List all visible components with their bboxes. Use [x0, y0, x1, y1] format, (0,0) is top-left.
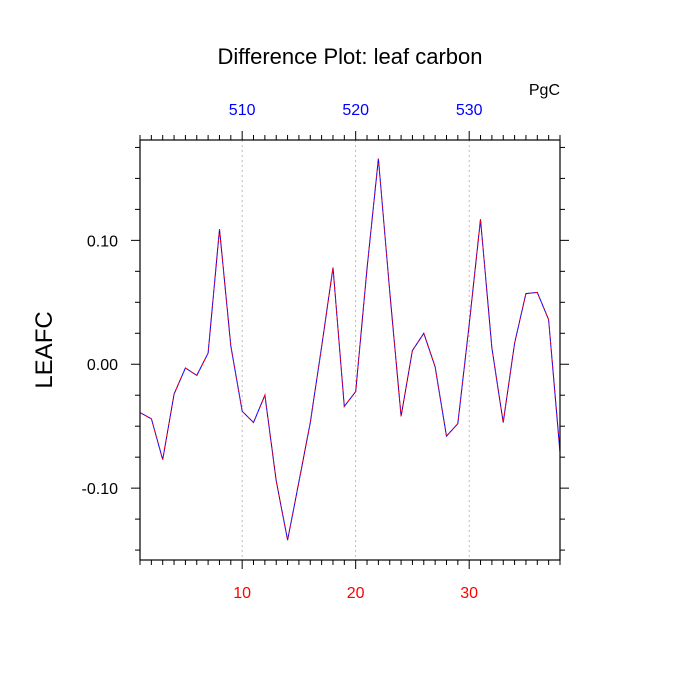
chart-title: Difference Plot: leaf carbon	[218, 44, 483, 69]
y-axis-label: LEAFC	[31, 311, 58, 388]
plot-frame	[139, 139, 561, 561]
series-line-0-solid	[139, 158, 561, 541]
units-label: PgC	[529, 82, 560, 99]
axis-tick-labels: 10 20 30 510 520 530 -0.10 0.00 0.10	[82, 102, 483, 602]
x-tick-label-bottom-0: 10	[233, 585, 251, 602]
y-tick-label-1: 0.00	[87, 357, 118, 374]
x-tick-label-top-0: 510	[229, 102, 256, 119]
x-tick-label-top-2: 530	[456, 102, 483, 119]
x-tick-label-top-1: 520	[342, 102, 369, 119]
x-tick-label-bottom-2: 30	[460, 585, 478, 602]
data-series	[139, 158, 561, 541]
axis-ticks	[131, 131, 569, 569]
series-line-0-dashed	[139, 158, 561, 541]
x-tick-label-bottom-1: 20	[347, 585, 365, 602]
y-tick-label-0: -0.10	[82, 481, 119, 498]
y-tick-label-2: 0.10	[87, 233, 118, 250]
grid-lines	[241, 140, 470, 560]
